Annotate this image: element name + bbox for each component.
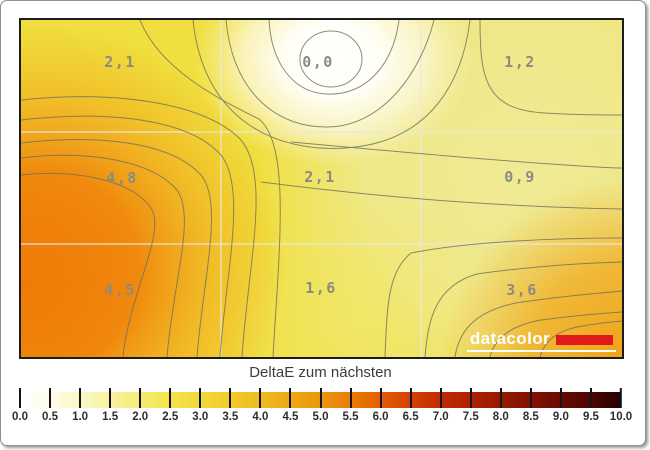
colorbar-title: DeltaE zum nächsten [249, 364, 392, 381]
colorbar-tick: 8.5 [523, 388, 539, 423]
contour-plot: 2,1 0,0 1,2 4,8 2,1 0,9 4,5 1,6 3,6 data… [19, 18, 624, 359]
colorbar-tick: 3.0 [192, 388, 208, 423]
tick-mark [169, 388, 172, 408]
tick-label: 6.5 [402, 411, 419, 423]
colorbar-tick: 9.0 [553, 388, 569, 423]
cell-value-r1c2: 0,9 [504, 168, 536, 186]
cell-value-r0c1: 0,0 [302, 53, 334, 71]
contour-field [21, 20, 622, 357]
tick-label: 4.0 [252, 411, 269, 423]
tick-label: 7.0 [432, 411, 449, 423]
tick-mark [79, 388, 82, 408]
colorbar-tick: 5.5 [343, 388, 359, 423]
tick-label: 3.0 [192, 411, 209, 423]
colorbar-tick: 4.0 [252, 388, 268, 423]
tick-label: 4.5 [282, 411, 299, 423]
colorbar-tick: 3.5 [222, 388, 238, 423]
cell-value-r0c0: 2,1 [104, 53, 136, 71]
colorbar-tick: 1.5 [102, 388, 118, 423]
colorbar-axis: 0.0 0.5 1.0 1.5 2.0 2.5 3.0 3.5 4.0 4.5 … [12, 388, 632, 428]
gridlines [21, 20, 622, 357]
tick-label: 0.5 [42, 411, 59, 423]
colorbar-tick: 4.5 [282, 388, 298, 423]
datacolor-logo-text: datacolor [469, 329, 550, 348]
tick-label: 1.5 [102, 411, 119, 423]
tick-mark [409, 388, 412, 408]
colorbar-tick: 6.0 [373, 388, 389, 423]
colorbar-tick: 5.0 [313, 388, 329, 423]
cell-value-r2c1: 1,6 [305, 279, 337, 297]
cell-value-r2c2: 3,6 [506, 281, 538, 299]
tick-label: 8.5 [522, 411, 539, 423]
tick-label: 2.5 [162, 411, 179, 423]
colorbar-tick: 0.0 [12, 388, 28, 423]
colorbar-tick: 7.0 [433, 388, 449, 423]
tick-mark [349, 388, 352, 408]
colorbar-tick: 2.0 [132, 388, 148, 423]
tick-mark [139, 388, 142, 408]
tick-mark [49, 388, 52, 408]
tick-mark [439, 388, 442, 408]
tick-mark [289, 388, 292, 408]
cell-value-r1c1: 2,1 [304, 168, 336, 186]
tick-mark [19, 388, 21, 408]
colorbar-tick: 10.0 [610, 388, 632, 423]
tick-mark [259, 388, 262, 408]
tick-mark [529, 388, 532, 408]
tick-mark [499, 388, 502, 408]
tick-label: 8.0 [492, 411, 509, 423]
tick-label: 0.0 [12, 411, 28, 423]
colorbar-tick: 0.5 [42, 388, 58, 423]
colorbar-tick: 9.5 [583, 388, 599, 423]
tick-mark [199, 388, 202, 408]
tick-mark [379, 388, 382, 408]
contour-lines [21, 20, 622, 357]
cell-value-r0c2: 1,2 [504, 53, 536, 71]
tick-mark [559, 388, 562, 408]
cell-value-r2c0: 4,5 [104, 281, 136, 299]
tick-mark [109, 388, 112, 408]
tick-mark [229, 388, 232, 408]
tick-label: 9.5 [582, 411, 599, 423]
datacolor-logo: datacolor [466, 329, 616, 352]
colorbar-tick: 8.0 [493, 388, 509, 423]
tick-mark [589, 388, 592, 408]
tick-label: 7.5 [462, 411, 479, 423]
colorbar-tick: 7.5 [463, 388, 479, 423]
tick-label: 2.0 [132, 411, 149, 423]
tick-label: 1.0 [72, 411, 89, 423]
tick-label: 3.5 [222, 411, 239, 423]
tick-label: 6.0 [372, 411, 389, 423]
datacolor-logo-red-bar [556, 334, 613, 345]
tick-mark [619, 388, 622, 408]
tick-label: 5.0 [312, 411, 329, 423]
tick-mark [469, 388, 472, 408]
tick-label: 9.0 [552, 411, 569, 423]
tick-label: 5.5 [342, 411, 359, 423]
cell-value-r1c0: 4,8 [106, 169, 138, 187]
tick-mark [319, 388, 322, 408]
colorbar-tick: 6.5 [403, 388, 419, 423]
colorbar-tick: 2.5 [162, 388, 178, 423]
tick-label: 10.0 [609, 411, 633, 423]
colorbar-tick: 1.0 [72, 388, 88, 423]
